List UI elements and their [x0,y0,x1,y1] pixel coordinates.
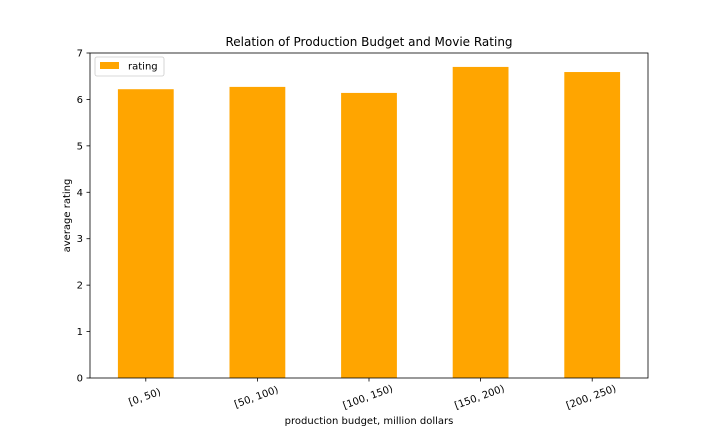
bar-2 [341,92,397,378]
legend-swatch-rating [100,62,119,69]
y-tick-label-7: 7 [77,49,83,60]
bar-3 [452,66,509,378]
legend-box [94,56,165,77]
legend: rating [94,56,165,77]
y-axis-ticks: 0 1 2 3 4 5 6 7 [77,49,90,385]
y-axis-label: average rating [62,179,73,253]
y-tick-label-2: 2 [77,281,83,292]
bar-1 [229,86,286,379]
chart-title: Relation of Production Budget and Movie … [225,35,512,49]
y-tick-label-4: 4 [77,188,83,199]
bar-4 [564,72,621,379]
y-tick-label-1: 1 [77,327,83,338]
x-tick-label-3: [150, 200) [453,384,506,412]
bars-group [117,66,621,379]
x-tick-label-1: [50, 100) [233,385,280,411]
y-tick-label-5: 5 [77,141,83,152]
x-tick-label-0: [0, 50) [127,387,162,409]
plot-frame [89,52,649,379]
y-tick-label-6: 6 [77,95,83,106]
bar-0 [117,89,174,378]
x-tick-label-4: [200, 250) [565,384,618,412]
x-axis-label: production budget, million dollars [285,416,454,427]
y-tick-label-3: 3 [77,234,83,245]
legend-label-rating: rating [128,62,158,73]
x-axis-ticks: [0, 50) [50, 100) [100, 150) [150, 200) [200… [127,378,618,412]
x-tick-label-2: [100, 150) [342,384,395,412]
y-tick-label-0: 0 [77,374,83,385]
